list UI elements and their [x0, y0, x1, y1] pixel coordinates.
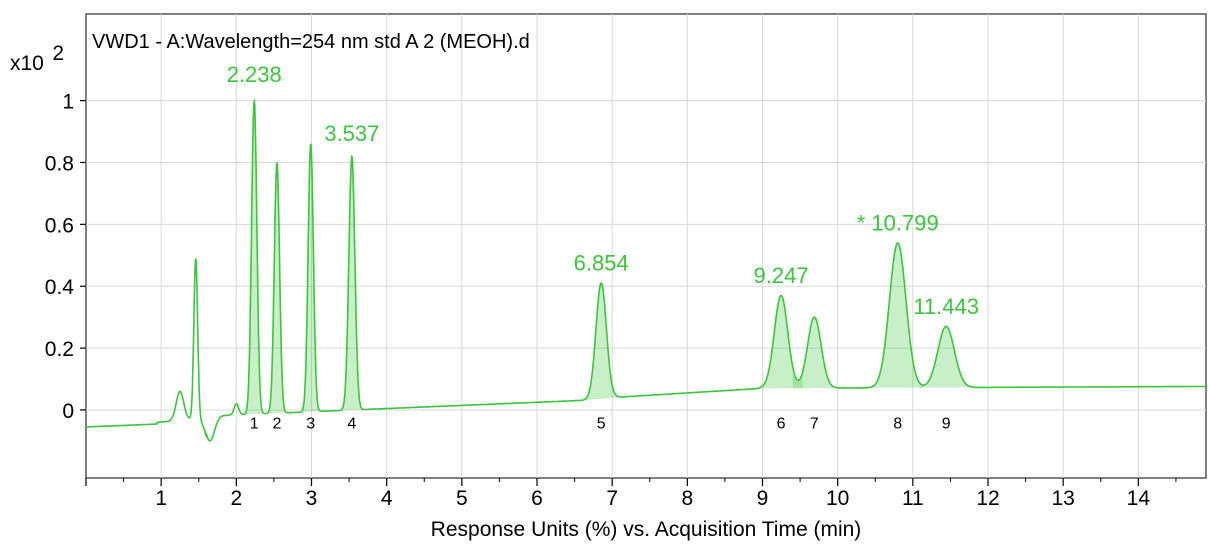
retention-time-label: 6.854 — [574, 251, 629, 276]
chart-title: VWD1 - A:Wavelength=254 nm std A 2 (MEOH… — [92, 31, 530, 53]
grid — [86, 14, 1206, 478]
x-tick-label: 1 — [155, 487, 167, 510]
y-tick-label: 0.4 — [45, 276, 75, 299]
y-tick-label: 0 — [62, 400, 74, 423]
peak-number-2: 2 — [272, 416, 281, 433]
x-tick-label: 4 — [381, 487, 393, 510]
retention-time-label: 2.238 — [227, 62, 282, 87]
x-tick-label: 14 — [1127, 487, 1151, 510]
x-tick-label: 2 — [230, 487, 242, 510]
x-tick-label: 11 — [902, 487, 924, 510]
peak-number-7: 7 — [810, 416, 819, 433]
x-tick-label: 3 — [306, 487, 318, 510]
retention-time-label: * 10.799 — [857, 211, 939, 236]
y-tick-label: 0.2 — [45, 338, 74, 361]
retention-time-label: 3.537 — [324, 121, 379, 146]
peak-number-3: 3 — [306, 416, 315, 433]
peak-number-5: 5 — [597, 416, 606, 433]
y-multiplier-base: x10 — [10, 52, 44, 75]
peak-number-1: 1 — [250, 416, 259, 433]
x-tick-label: 7 — [606, 487, 618, 510]
x-tick-label: 9 — [757, 487, 769, 510]
y-tick-label: 0.8 — [45, 152, 74, 175]
peak-labels: 1 2 3 4 5 6 7 8 9 2.238 3.537 6.854 9.247 * 10.799 11.… — [227, 62, 979, 432]
peak-number-8: 8 — [893, 416, 902, 433]
x-axis-label: Response Units (%) vs. Acquisition Time … — [431, 518, 862, 541]
retention-time-label: 11.443 — [913, 294, 979, 319]
peak-number-4: 4 — [347, 416, 356, 433]
peak-number-6: 6 — [777, 416, 786, 433]
x-tick-label: 6 — [531, 487, 543, 510]
y-tick-label: 0.6 — [45, 214, 74, 237]
y-multiplier: x10 2 — [10, 42, 64, 75]
y-tick-label: 1 — [62, 91, 74, 114]
plot-area — [85, 13, 1207, 479]
x-tick-label: 10 — [826, 487, 849, 510]
retention-time-label: 9.247 — [754, 263, 809, 288]
y-multiplier-exponent: 2 — [52, 42, 64, 65]
x-tick-label: 8 — [681, 487, 693, 510]
x-tick-label: 12 — [976, 487, 999, 510]
x-tick-label: 13 — [1052, 487, 1075, 510]
x-tick-label: 5 — [456, 487, 468, 510]
signal-trace — [85, 98, 1206, 442]
peak-number-9: 9 — [942, 416, 951, 433]
